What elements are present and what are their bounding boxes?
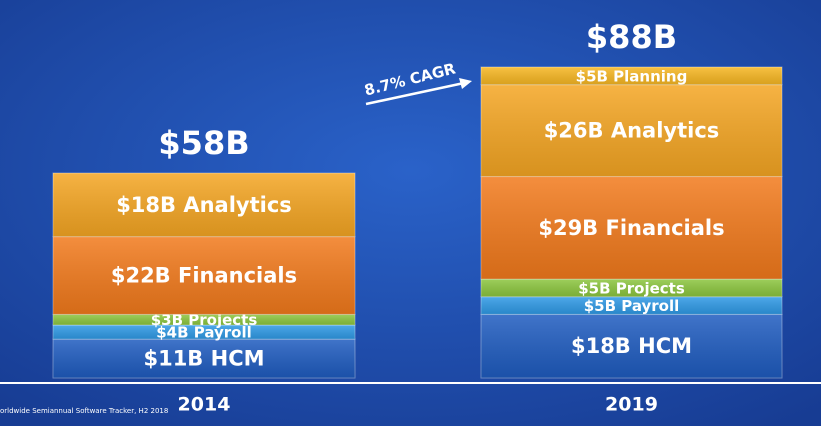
segment-label: $18B Analytics bbox=[116, 193, 292, 217]
bar-shade bbox=[53, 173, 355, 237]
bar-shade bbox=[53, 324, 355, 340]
bar-shade bbox=[481, 176, 782, 280]
bar-shade bbox=[53, 339, 355, 378]
segment-label: $4B Payroll bbox=[156, 324, 252, 342]
segment-label: $26B Analytics bbox=[544, 119, 720, 143]
total-label: $88B bbox=[586, 18, 677, 56]
bar-shade bbox=[53, 236, 355, 315]
segment-label: $22B Financials bbox=[111, 264, 297, 288]
bar-shade bbox=[481, 314, 782, 378]
annotation-arrow bbox=[365, 81, 465, 106]
segment-label: $3B Projects bbox=[151, 311, 258, 329]
bar-shade bbox=[481, 296, 782, 315]
segment-label: $18B HCM bbox=[571, 334, 692, 358]
segment-label: $5B Planning bbox=[576, 67, 688, 85]
bar-shade bbox=[481, 279, 782, 297]
segment-label: $5B Projects bbox=[578, 279, 685, 297]
bar-shade bbox=[481, 84, 782, 177]
total-label: $58B bbox=[158, 124, 249, 162]
segment-label: $5B Payroll bbox=[584, 297, 680, 315]
bar-shade bbox=[53, 314, 355, 325]
x-tick-label: 2019 bbox=[605, 394, 658, 416]
annotation-arrowhead bbox=[459, 78, 472, 89]
source-note: orldwide Semiannual Software Tracker, H2… bbox=[0, 407, 168, 415]
x-tick-label: 2014 bbox=[178, 394, 231, 416]
segment-label: $11B HCM bbox=[143, 347, 264, 371]
bar-shade bbox=[481, 67, 782, 85]
segment-label: $29B Financials bbox=[538, 216, 724, 240]
